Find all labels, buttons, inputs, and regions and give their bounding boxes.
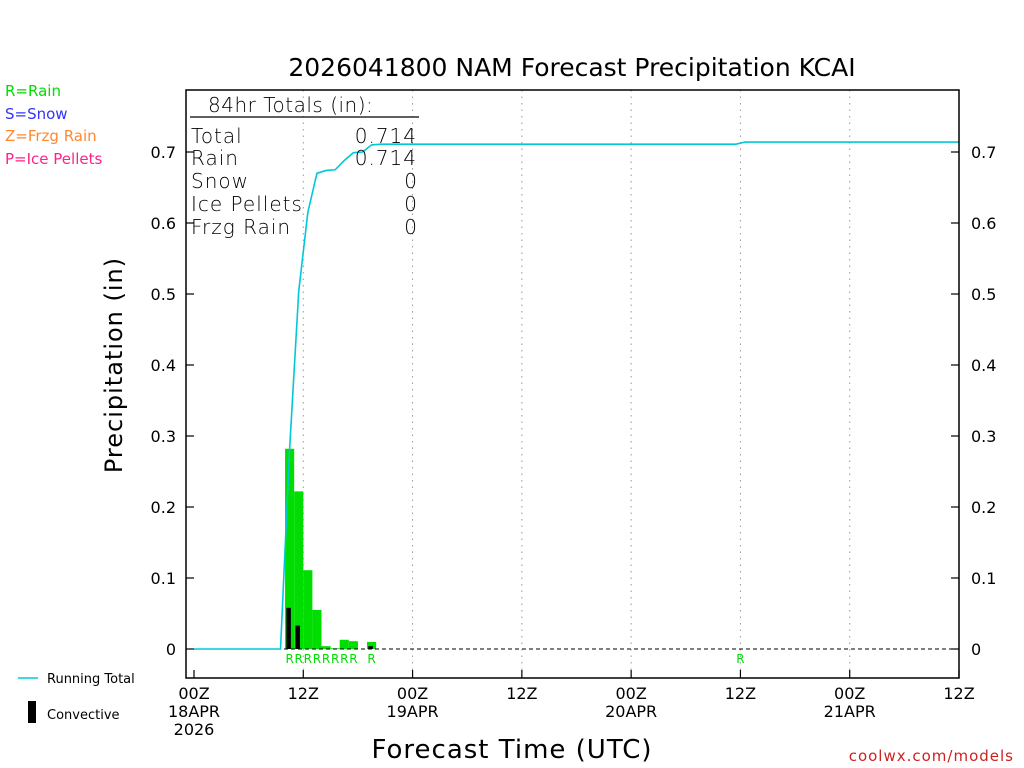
legend-frzg-rain: Z=Frzg Rain	[5, 127, 97, 145]
totals-frzg-rain-label: Frzg Rain	[191, 215, 291, 239]
xtick-label-2-0: 00Z	[397, 684, 428, 703]
precip-bar-2	[303, 570, 313, 649]
xtick-label-5-0: 12Z	[725, 684, 756, 703]
convective-legend-label: Convective	[47, 708, 120, 723]
totals-rain-label: Rain	[191, 146, 239, 170]
legend-snow: S=Snow	[5, 105, 68, 123]
xtick-label-6-0: 00Z	[834, 684, 865, 703]
xtick-label-0-1: 18APR	[168, 702, 220, 721]
xtick-label-4-0: 00Z	[615, 684, 646, 703]
ptype-label-9: R	[736, 652, 744, 666]
ytick-label-left-4: 0.4	[151, 356, 176, 375]
xtick-label-1-0: 12Z	[288, 684, 319, 703]
xtick-label-2-1: 19APR	[387, 702, 439, 721]
precip-bar-1	[294, 491, 304, 649]
precip-bar-8	[367, 641, 377, 649]
ptype-label-4: R	[322, 652, 330, 666]
totals-ice-pellets-value: 0	[404, 192, 417, 216]
xtick-label-3-0: 12Z	[506, 684, 537, 703]
convective-bar-8	[368, 646, 373, 649]
ytick-label-right-1: 0.1	[971, 569, 996, 588]
ptype-label-1: R	[295, 652, 303, 666]
ytick-label-left-3: 0.3	[151, 427, 176, 446]
precip-bar-0	[285, 448, 295, 649]
ytick-label-left-6: 0.6	[151, 214, 176, 233]
convective-bars	[286, 607, 373, 649]
totals-total-value: 0.714	[355, 124, 417, 148]
ytick-label-right-2: 0.2	[971, 498, 996, 517]
plot-frame	[185, 89, 960, 679]
totals-total-label: Total	[191, 124, 243, 148]
totals-snow-value: 0	[404, 169, 417, 193]
ptype-label-8: R	[367, 652, 375, 666]
ytick-label-right-6: 0.6	[971, 214, 996, 233]
ptype-label-6: R	[340, 652, 348, 666]
gridlines	[302, 90, 851, 678]
totals-ice-pellets-label: Ice Pellets	[191, 192, 303, 216]
xtick-label-4-1: 20APR	[605, 702, 657, 721]
plot-area	[186, 90, 959, 678]
running-total-legend-label: Running Total	[47, 672, 135, 687]
ytick-label-right-7: 0.7	[971, 143, 996, 162]
ptype-label-3: R	[313, 652, 321, 666]
ytick-label-left-0: 0	[166, 640, 176, 659]
ytick-label-left-2: 0.2	[151, 498, 176, 517]
running-total-line	[194, 141, 959, 650]
ptype-label-7: R	[349, 652, 357, 666]
xtick-label-6-1: 21APR	[824, 702, 876, 721]
x-axis-label: Forecast Time (UTC)	[371, 735, 652, 765]
totals-rain-value: 0.714	[355, 146, 417, 170]
xtick-label-7-0: 12Z	[943, 684, 974, 703]
ytick-label-right-3: 0.3	[971, 427, 996, 446]
precip-bar-3	[312, 609, 322, 649]
totals-box: 84hr Totals (in): Total 0.714 Rain 0.714…	[190, 93, 419, 239]
precip-bar-6	[339, 639, 349, 649]
ptype-label-2: R	[304, 652, 312, 666]
series-legend: Running Total Convective	[18, 672, 135, 723]
totals-heading: 84hr Totals (in):	[208, 93, 373, 117]
ptype-label-0: R	[285, 652, 293, 666]
y-axis-label: Precipitation (in)	[100, 257, 128, 473]
ptype-legend: R=Rain S=Snow Z=Frzg Rain P=Ice Pellets	[5, 82, 102, 168]
ptype-label-5: R	[331, 652, 339, 666]
y-axis-ticks: 0 00.1 0.10.2 0.20.3 0.30.4 0.40.5 0.50.6 0.60.…	[151, 143, 997, 659]
ytick-label-right-5: 0.5	[971, 285, 996, 304]
ytick-label-right-4: 0.4	[971, 356, 996, 375]
convective-bar-1	[295, 625, 300, 649]
chart-title: 2026041800 NAM Forecast Precipitation KC…	[288, 53, 855, 82]
xtick-label-0-0: 00Z	[178, 684, 209, 703]
precip-bar-4	[321, 646, 331, 649]
ytick-label-right-0: 0	[971, 640, 981, 659]
xtick-label-0-2: 2026	[174, 720, 215, 739]
totals-snow-label: Snow	[191, 169, 249, 193]
ytick-label-left-1: 0.1	[151, 569, 176, 588]
ytick-label-left-7: 0.7	[151, 143, 176, 162]
credit-text: coolwx.com/models	[849, 747, 1014, 765]
legend-rain: R=Rain	[5, 82, 61, 100]
ytick-label-left-5: 0.5	[151, 285, 176, 304]
convective-bar-0	[286, 607, 291, 649]
totals-frzg-rain-value: 0	[404, 215, 417, 239]
legend-ice-pellets: P=Ice Pellets	[5, 150, 102, 168]
precip-bar-7	[348, 641, 358, 649]
convective-swatch	[28, 701, 36, 723]
